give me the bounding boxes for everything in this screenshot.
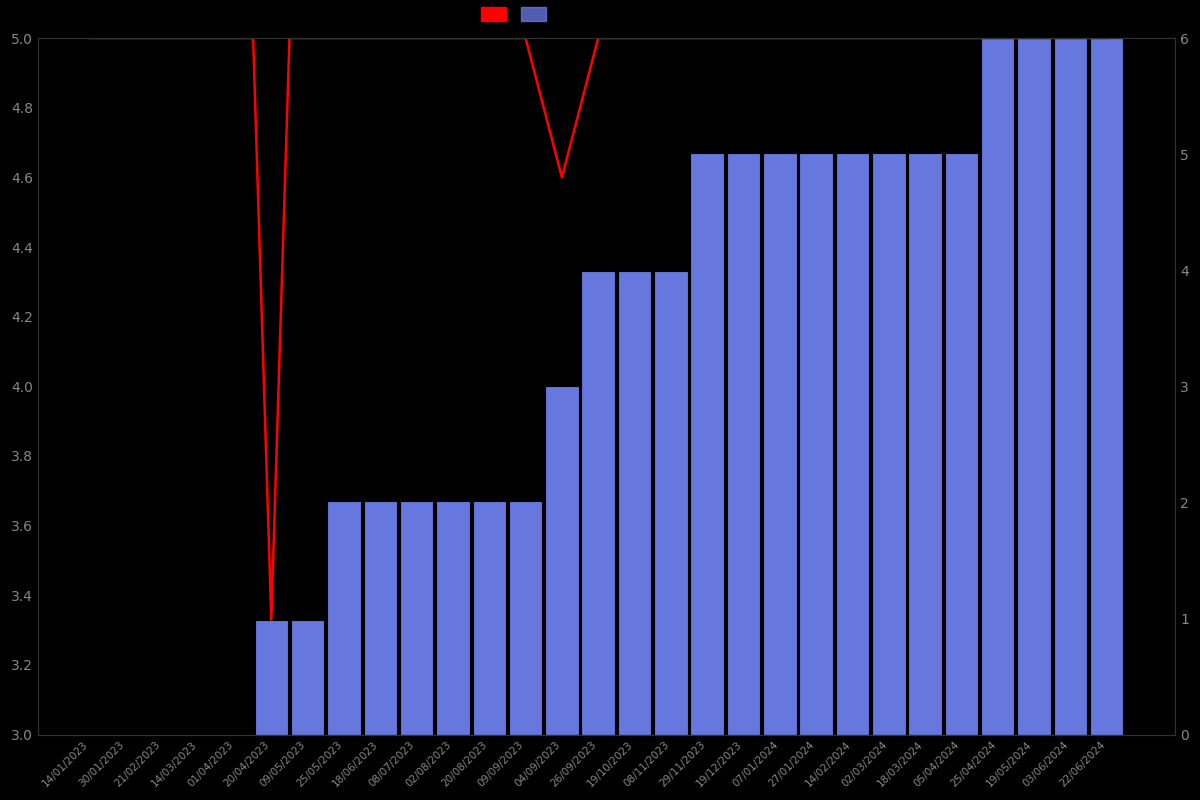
Bar — [835, 153, 869, 734]
Bar — [400, 502, 433, 734]
Bar — [473, 502, 506, 734]
Bar — [328, 502, 361, 734]
Bar — [944, 153, 978, 734]
Bar — [364, 502, 397, 734]
Bar — [582, 271, 614, 734]
Bar — [436, 502, 469, 734]
Bar — [982, 38, 1014, 734]
Bar — [690, 153, 724, 734]
Bar — [618, 271, 652, 734]
Bar — [908, 153, 942, 734]
Bar — [872, 153, 906, 734]
Bar — [545, 386, 578, 734]
Bar — [290, 620, 324, 734]
Bar — [799, 153, 833, 734]
Bar — [509, 502, 542, 734]
Bar — [254, 620, 288, 734]
Bar — [1018, 38, 1051, 734]
Legend: , : , — [481, 6, 551, 22]
Bar — [1054, 38, 1087, 734]
Bar — [727, 153, 761, 734]
Bar — [1090, 38, 1123, 734]
Bar — [763, 153, 797, 734]
Bar — [654, 271, 688, 734]
